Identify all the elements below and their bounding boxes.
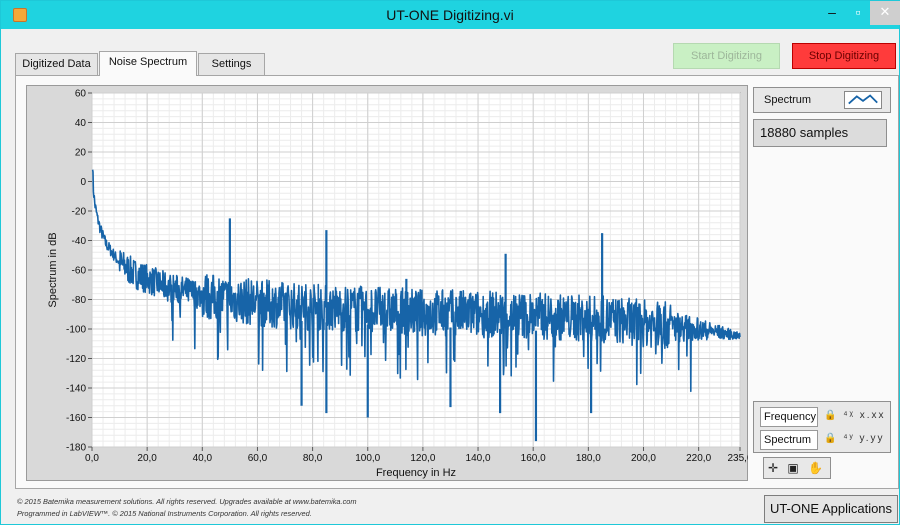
x-tick-label: 80,0 <box>303 453 323 464</box>
y-tick-label: 0 <box>80 177 86 188</box>
x-scale-lock-icon[interactable]: 🔒 ⁴ᵡ x.xx <box>824 410 886 421</box>
x-tick-label: 180,0 <box>576 453 601 464</box>
ut-one-applications-button[interactable]: UT-ONE Applications <box>764 495 898 523</box>
series-layer <box>91 169 741 442</box>
y-scale-lock-icon[interactable]: 🔒 ⁴ʸ y.yy <box>824 433 885 444</box>
x-tick-label: 0,0 <box>85 453 99 464</box>
minimize-button[interactable]: – <box>828 4 836 20</box>
y-tick-label: -20 <box>72 207 87 218</box>
y-axis-label: Spectrum in dB <box>47 232 59 307</box>
y-tick-label: -40 <box>72 236 87 247</box>
y-scale-name: Spectrum <box>760 430 818 450</box>
copyright-line-1: © 2015 Batemika measurement solutions. A… <box>17 497 357 506</box>
x-scale-name: Frequency <box>760 407 818 427</box>
x-tick-label: 220,0 <box>686 453 711 464</box>
y-tick-label: 20 <box>75 148 87 159</box>
y-tick-label: 60 <box>75 89 87 100</box>
y-tick-label: -120 <box>66 354 86 365</box>
y-tick-label: -180 <box>66 443 86 454</box>
x-axis-tick-labels: 0,0 20,0 40,0 60,0 80,0 100,0 120,0 140,0 160,0 1… <box>85 447 748 464</box>
y-tick-label: -80 <box>72 295 87 306</box>
plot-legend[interactable]: Spectrum <box>753 87 891 113</box>
scale-legend: Frequency 🔒 ⁴ᵡ x.xx Spectrum 🔒 ⁴ʸ y.yy <box>753 401 891 453</box>
x-tick-label: 140,0 <box>466 453 491 464</box>
tab-noise-spectrum[interactable]: Noise Spectrum <box>99 51 197 76</box>
labview-app-icon <box>13 8 27 22</box>
y-tick-label: -160 <box>66 413 86 424</box>
tab-settings[interactable]: Settings <box>198 53 265 75</box>
spectrum-series-line <box>91 169 741 393</box>
x-tick-label: 20,0 <box>137 453 157 464</box>
y-tick-label: -100 <box>66 325 86 336</box>
graph-palette-tools-icon[interactable]: ✛ ▣ ✋ <box>763 457 831 479</box>
y-tick-label: -60 <box>72 266 87 277</box>
x-axis-label: Frequency in Hz <box>376 467 456 479</box>
plot-line-style-icon[interactable] <box>844 91 882 109</box>
y-tick-label: 40 <box>75 118 87 129</box>
window-title: UT-ONE Digitizing.vi <box>386 7 514 23</box>
x-tick-label: 160,0 <box>521 453 546 464</box>
maximize-button[interactable]: ▫ <box>855 4 861 20</box>
plot-legend-label: Spectrum <box>764 94 812 106</box>
tab-digitized-data[interactable]: Digitized Data <box>15 53 98 75</box>
x-tick-label: 120,0 <box>410 453 435 464</box>
x-tick-label: 235,0 <box>727 453 748 464</box>
copyright-line-2: Programmed in LabVIEW™. © 2015 National … <box>17 509 312 518</box>
x-tick-label: 40,0 <box>193 453 213 464</box>
x-tick-label: 100,0 <box>355 453 380 464</box>
noise-spectrum-graph[interactable]: 6040200-20-40-60-80-100-120-140-160-180 … <box>26 85 748 481</box>
stop-digitizing-button[interactable]: Stop Digitizing <box>792 43 896 69</box>
close-button[interactable]: ✕ <box>870 1 900 25</box>
samples-count-indicator: 18880 samples <box>753 119 887 147</box>
x-tick-label: 60,0 <box>248 453 268 464</box>
start-digitizing-button[interactable]: Start Digitizing <box>673 43 780 69</box>
y-axis-tick-labels: 60 40 20 0 -20 -40 -60 -80 -100 -120 -140 -160 -180 <box>66 89 92 454</box>
title-bar[interactable]: UT-ONE Digitizing.vi – ▫ ✕ <box>1 1 900 29</box>
y-tick-label: -140 <box>66 384 86 395</box>
x-tick-label: 200,0 <box>631 453 656 464</box>
